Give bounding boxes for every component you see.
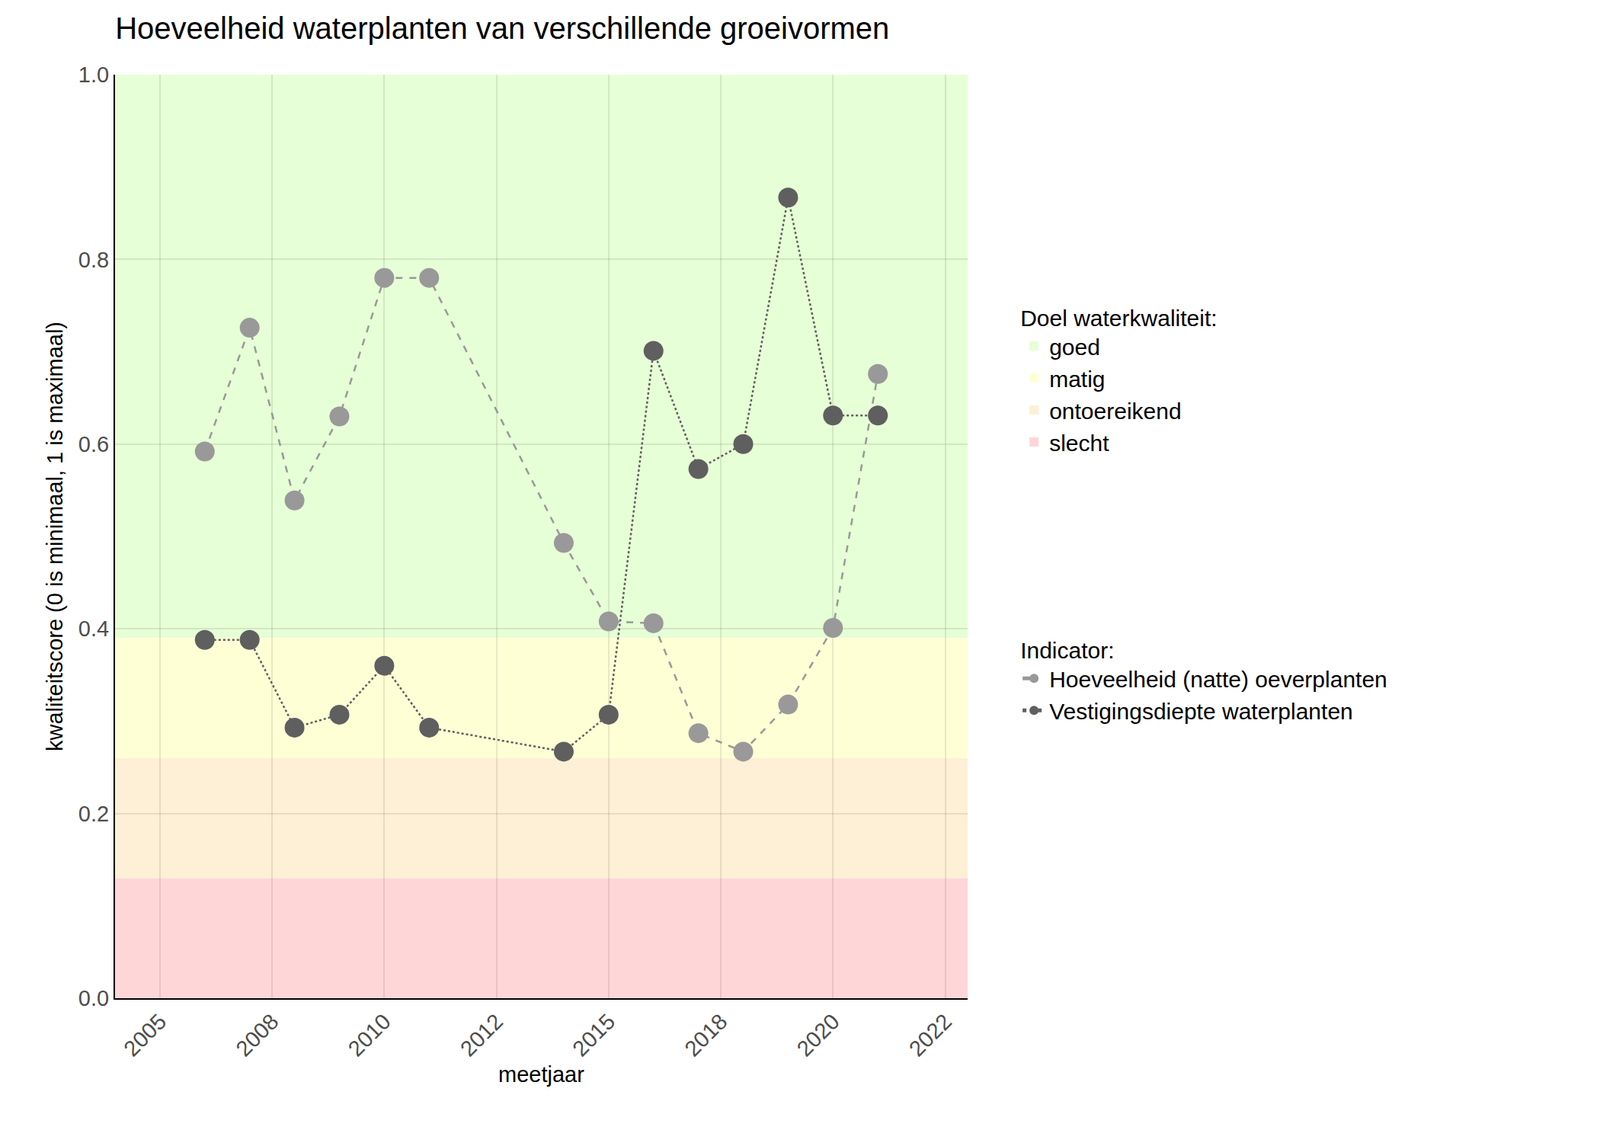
svg-text:2012: 2012 (455, 1008, 508, 1061)
svg-text:0.2: 0.2 (78, 801, 109, 826)
svg-text:Hoeveelheid (natte) oeverplant: Hoeveelheid (natte) oeverplanten (1049, 666, 1388, 692)
svg-text:2018: 2018 (679, 1008, 732, 1061)
svg-text:meetjaar: meetjaar (498, 1062, 585, 1087)
svg-text:1.0: 1.0 (78, 62, 109, 87)
svg-text:0.0: 0.0 (78, 985, 109, 1011)
svg-text:2005: 2005 (118, 1008, 171, 1061)
svg-text:0.8: 0.8 (78, 247, 109, 272)
svg-text:kwaliteitscore (0 is minimaal,: kwaliteitscore (0 is minimaal, 1 is maxi… (42, 321, 68, 752)
svg-text:ontoereikend: ontoereikend (1049, 398, 1181, 424)
svg-text:Hoeveelheid waterplanten van v: Hoeveelheid waterplanten van verschillen… (115, 11, 890, 45)
svg-text:2015: 2015 (567, 1008, 620, 1061)
svg-text:Indicator:: Indicator: (1020, 637, 1114, 663)
svg-text:2010: 2010 (343, 1008, 396, 1061)
svg-text:2022: 2022 (904, 1008, 957, 1061)
svg-text:2008: 2008 (230, 1008, 283, 1061)
svg-text:0.6: 0.6 (78, 432, 109, 457)
svg-text:0.4: 0.4 (78, 616, 109, 641)
svg-text:Doel waterkwaliteit:: Doel waterkwaliteit: (1020, 305, 1217, 331)
svg-text:matig: matig (1049, 366, 1105, 392)
svg-text:slecht: slecht (1049, 430, 1110, 456)
svg-text:goed: goed (1049, 334, 1101, 360)
svg-text:2020: 2020 (792, 1008, 845, 1061)
svg-text:Vestigingsdiepte waterplanten: Vestigingsdiepte waterplanten (1049, 698, 1354, 724)
